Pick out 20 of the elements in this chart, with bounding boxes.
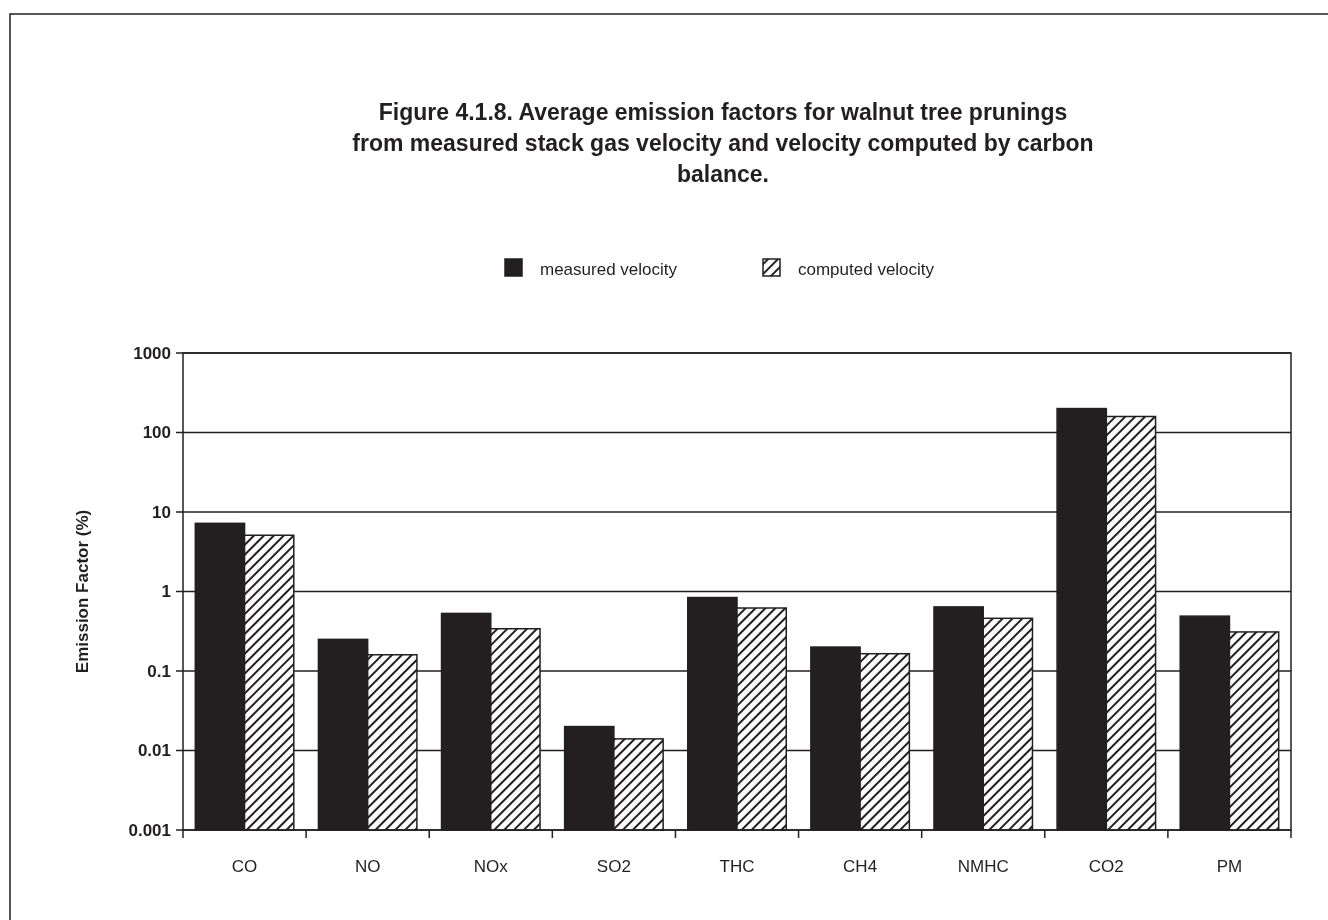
legend-label: computed velocity [798, 260, 935, 279]
y-axis-title: Emission Factor (%) [73, 509, 92, 674]
y-tick-label: 10 [152, 502, 171, 522]
x-tick-label: PM [1216, 857, 1243, 876]
x-tick-label: NOx [473, 857, 509, 876]
x-tick-label: THC [719, 857, 755, 876]
y-tick-label: 1 [161, 582, 171, 602]
x-tick-label: NO [354, 857, 381, 876]
x-tick-label: CH4 [843, 857, 878, 876]
chart-title: Figure 4.1.8. Average emission factors for walnut tree prunings from measured stack gas velocity and velocity computed by carbon balance. [352, 99, 1094, 187]
y-tick-label: 0.001 [128, 820, 171, 840]
y-tick-label: 100 [142, 423, 171, 443]
x-tick-label: CO [231, 857, 258, 876]
y-tick-label: 0.01 [137, 741, 171, 761]
x-tick-label: NMHC [957, 857, 1009, 876]
y-tick-label: 0.1 [147, 661, 171, 681]
x-tick-label: CO2 [1088, 857, 1124, 876]
legend-label: measured velocity [540, 260, 678, 279]
x-tick-label: SO2 [596, 857, 631, 876]
y-tick-label: 1000 [133, 343, 171, 363]
